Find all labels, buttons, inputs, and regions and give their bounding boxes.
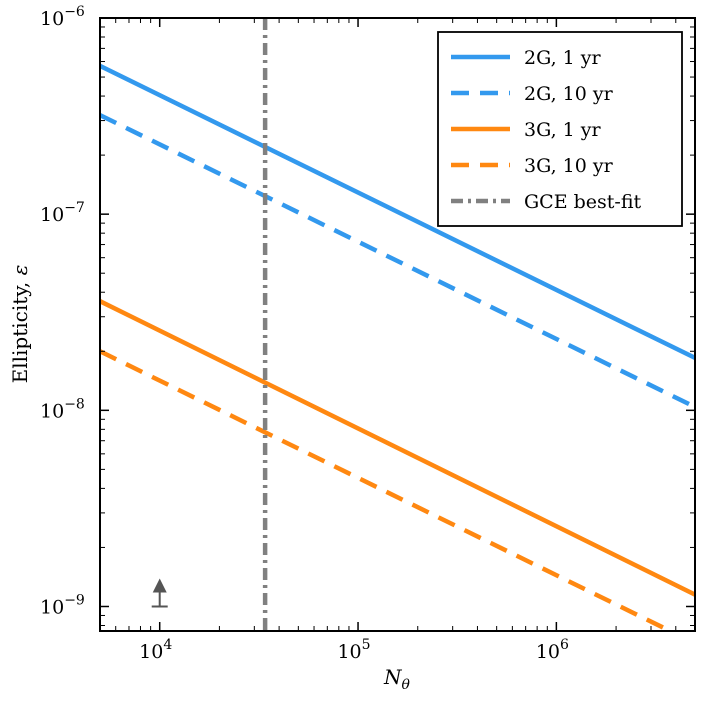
x-tick-label: 104: [139, 637, 172, 663]
limit-arrow-head: [152, 578, 167, 593]
annotation-layer: [151, 578, 168, 608]
y-tick-label: 10−9: [40, 592, 85, 618]
y-tick-label: 10−8: [40, 396, 85, 422]
x-axis-label-main: N: [383, 665, 403, 689]
series-line-3g-10-yr: [100, 349, 676, 631]
y-axis-label-main: Ellipticity,: [8, 275, 32, 383]
y-tick-exponent: −6: [64, 4, 85, 20]
x-tick-exponent: 5: [362, 637, 371, 653]
series-layer: [100, 18, 695, 631]
x-axis-label: Nθ: [383, 665, 411, 693]
legend-label-3g-1yr: 3G, 1 yr: [524, 119, 602, 141]
series-line-2g-10-yr: [100, 113, 695, 410]
y-tick-exponent: −9: [64, 592, 85, 608]
tick-layer: 104 105 106 10−9 10−8 10−7 10−6: [40, 4, 696, 663]
y-axis-label-symbol: ε: [8, 265, 32, 276]
y-tick-exponent: −8: [64, 396, 85, 412]
x-tick-exponent: 6: [560, 637, 569, 653]
x-tick-exponent: 4: [163, 637, 172, 653]
y-axis-label: Ellipticity, ε: [8, 265, 32, 384]
legend-label-gce-best-fit: GCE best-fit: [524, 191, 642, 213]
y-tick-label: 10−6: [40, 4, 85, 30]
x-tick-label: 106: [536, 637, 569, 663]
x-tick-label: 105: [337, 637, 370, 663]
x-axis-label-subscript: θ: [402, 677, 411, 693]
series-line-2g-1-yr: [100, 63, 695, 360]
y-tick-exponent: −7: [64, 200, 85, 216]
y-tick-label: 10−7: [40, 200, 85, 226]
series-line-3g-1-yr: [100, 299, 695, 597]
legend-label-2g-1yr: 2G, 1 yr: [524, 47, 602, 69]
legend: 2G, 1 yr 2G, 10 yr 3G, 1 yr 3G, 10 yr GC…: [437, 31, 683, 227]
plot-frame: [99, 17, 696, 632]
legend-label-3g-10yr: 3G, 10 yr: [524, 155, 614, 177]
legend-label-2g-10yr: 2G, 10 yr: [524, 83, 614, 105]
